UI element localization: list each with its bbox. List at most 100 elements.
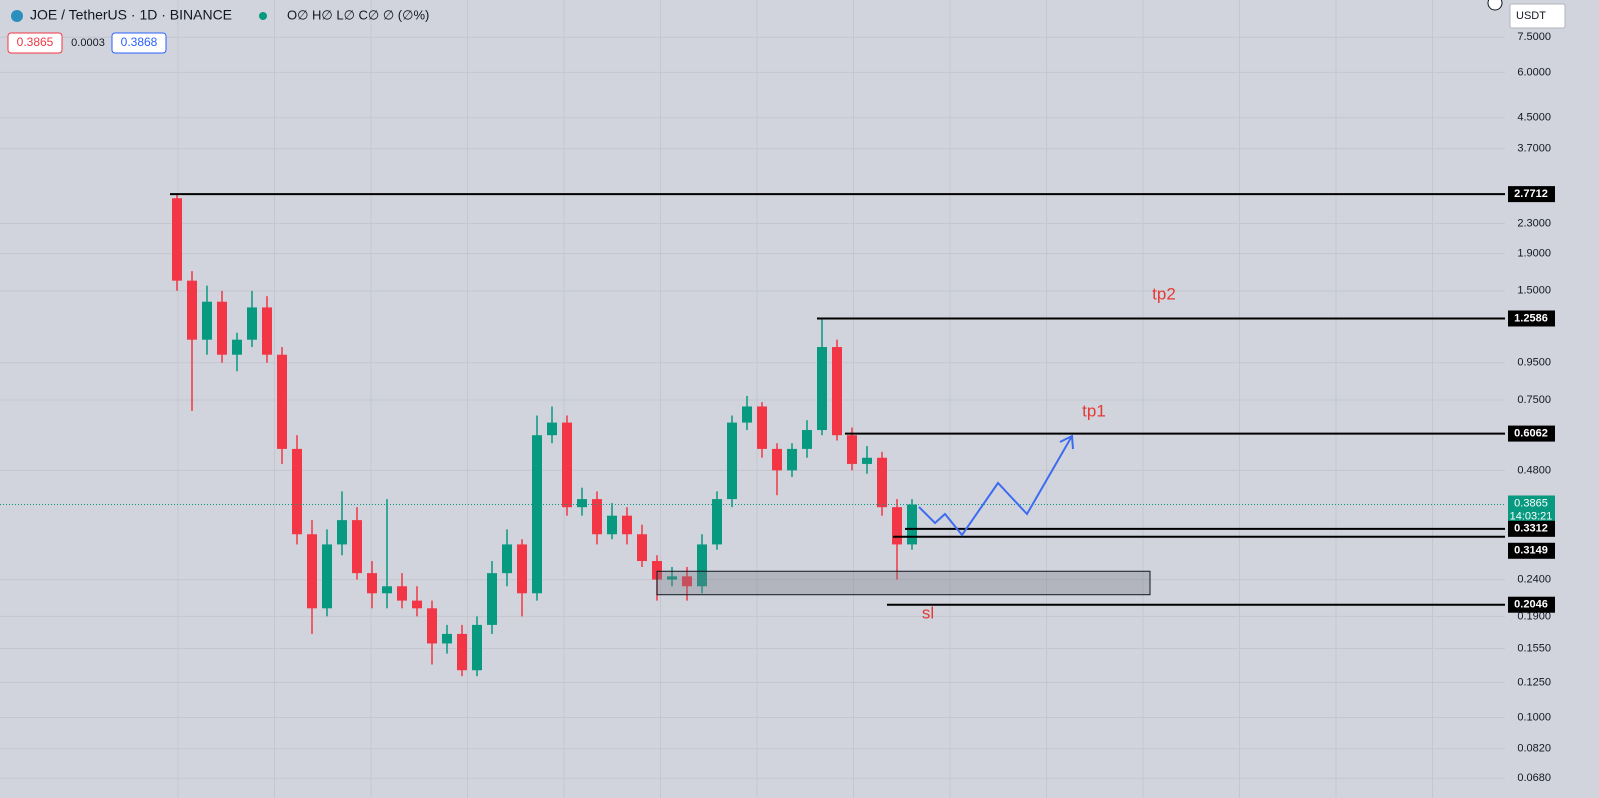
candle-body (247, 307, 257, 340)
level-box (1508, 542, 1555, 559)
level-box (1508, 425, 1555, 442)
level-label: 0.3149 (1514, 545, 1548, 557)
projection-path (918, 435, 1073, 537)
annotation: sl (922, 603, 934, 622)
candle-body (277, 354, 287, 449)
candle-body (442, 633, 452, 644)
settings-button[interactable] (1487, 0, 1503, 11)
level-box (1508, 186, 1555, 203)
current-price-box (1508, 495, 1555, 524)
level-box (1508, 596, 1555, 613)
y-tick-label: 1.9000 (1517, 247, 1551, 259)
ask: 0.3868 (121, 35, 158, 49)
marks (0, 193, 1505, 677)
candle-body (232, 339, 242, 355)
zone (656, 570, 1151, 596)
currency: USDT (1516, 10, 1546, 22)
current-price-label: 0.3865 (1514, 497, 1548, 509)
y-tick-label: 0.1000 (1517, 711, 1551, 723)
candle-body (517, 544, 527, 594)
symbol: JOE / TetherUS · 1D · BINANCE (30, 7, 232, 23)
y-tick-label: 3.7000 (1517, 142, 1551, 154)
y-tick-label: 0.9500 (1517, 357, 1551, 369)
candle-body (337, 520, 347, 545)
candle-body (877, 457, 887, 508)
y-tick-label: 2.3000 (1517, 217, 1551, 229)
level-label: 2.7712 (1514, 188, 1548, 200)
candle-body (532, 435, 542, 594)
bid: 0.3865 (17, 35, 54, 49)
level-label: 0.3312 (1514, 523, 1548, 535)
grid (0, 0, 1505, 798)
candle-body (307, 534, 317, 609)
candle-body (172, 198, 182, 281)
ohlc: O∅ H∅ L∅ C∅ ∅ (∅%) (287, 7, 429, 22)
projection-arrow (1059, 434, 1074, 450)
candle-body (847, 435, 857, 464)
candle-body (757, 406, 767, 449)
candle-body (892, 507, 902, 545)
candle-body (457, 633, 467, 671)
y-tick-label: 0.2400 (1517, 573, 1551, 585)
candle-body (367, 573, 377, 594)
candle-body (292, 448, 302, 535)
status-dot (259, 12, 267, 20)
candle-body (652, 561, 662, 580)
y-tick-label: 6.0000 (1517, 66, 1551, 78)
candle-body (622, 515, 632, 535)
y-tick-label: 0.4800 (1517, 464, 1551, 476)
candle-body (592, 499, 602, 535)
level-label: 1.2586 (1514, 312, 1548, 324)
candle-body (607, 515, 617, 535)
header: JOE / TetherUS · 1D · BINANCE O∅ H∅ L∅ C… (7, 0, 1566, 54)
candle-body (712, 499, 722, 545)
candle-body (787, 448, 797, 471)
price-axis (1505, 0, 1599, 798)
level-label: 0.6062 (1514, 427, 1548, 439)
candle-body (667, 576, 677, 580)
candle-body (832, 347, 842, 436)
candle-body (472, 624, 482, 671)
bid-box[interactable] (7, 32, 63, 54)
candle-body (487, 573, 497, 625)
candle-body (397, 586, 407, 601)
candle-body (322, 544, 332, 609)
symbol-icon (11, 10, 23, 22)
y-tick-label: 0.1900 (1517, 610, 1551, 622)
candle-body (907, 504, 917, 545)
candle-body (412, 600, 422, 609)
candle-body (187, 280, 197, 340)
candle-body (427, 608, 437, 644)
candle-body (772, 448, 782, 471)
y-tick-label: 0.0680 (1517, 772, 1551, 784)
candle-body (682, 576, 692, 587)
candle-body (202, 301, 212, 340)
candle-body (382, 586, 392, 594)
candle-body (262, 307, 272, 355)
y-tick-label: 7.5000 (1517, 31, 1551, 43)
level-box (1508, 310, 1555, 327)
candle-body (352, 520, 362, 574)
plot-bg (0, 0, 1505, 798)
y-tick-label: 0.0820 (1517, 743, 1551, 755)
candle-body (637, 534, 647, 562)
candle-body (862, 457, 872, 464)
candle-body (817, 347, 827, 431)
annotation: tp1 (1082, 401, 1106, 420)
y-tick-label: 0.7500 (1517, 394, 1551, 406)
candle-body (802, 430, 812, 449)
y-tick-label: 1.5000 (1517, 285, 1551, 297)
y-tick-label: 0.1550 (1517, 642, 1551, 654)
annotation: tp2 (1152, 284, 1176, 303)
currency-select[interactable] (1509, 3, 1566, 29)
countdown: 14:03:21 (1510, 510, 1553, 522)
candle-body (697, 544, 707, 587)
candle-body (577, 499, 587, 508)
candle-body (217, 301, 227, 355)
candle-body (727, 422, 737, 500)
y-tick-label: 4.5000 (1517, 112, 1551, 124)
ask-box[interactable] (111, 32, 167, 54)
candle-body (562, 422, 572, 508)
